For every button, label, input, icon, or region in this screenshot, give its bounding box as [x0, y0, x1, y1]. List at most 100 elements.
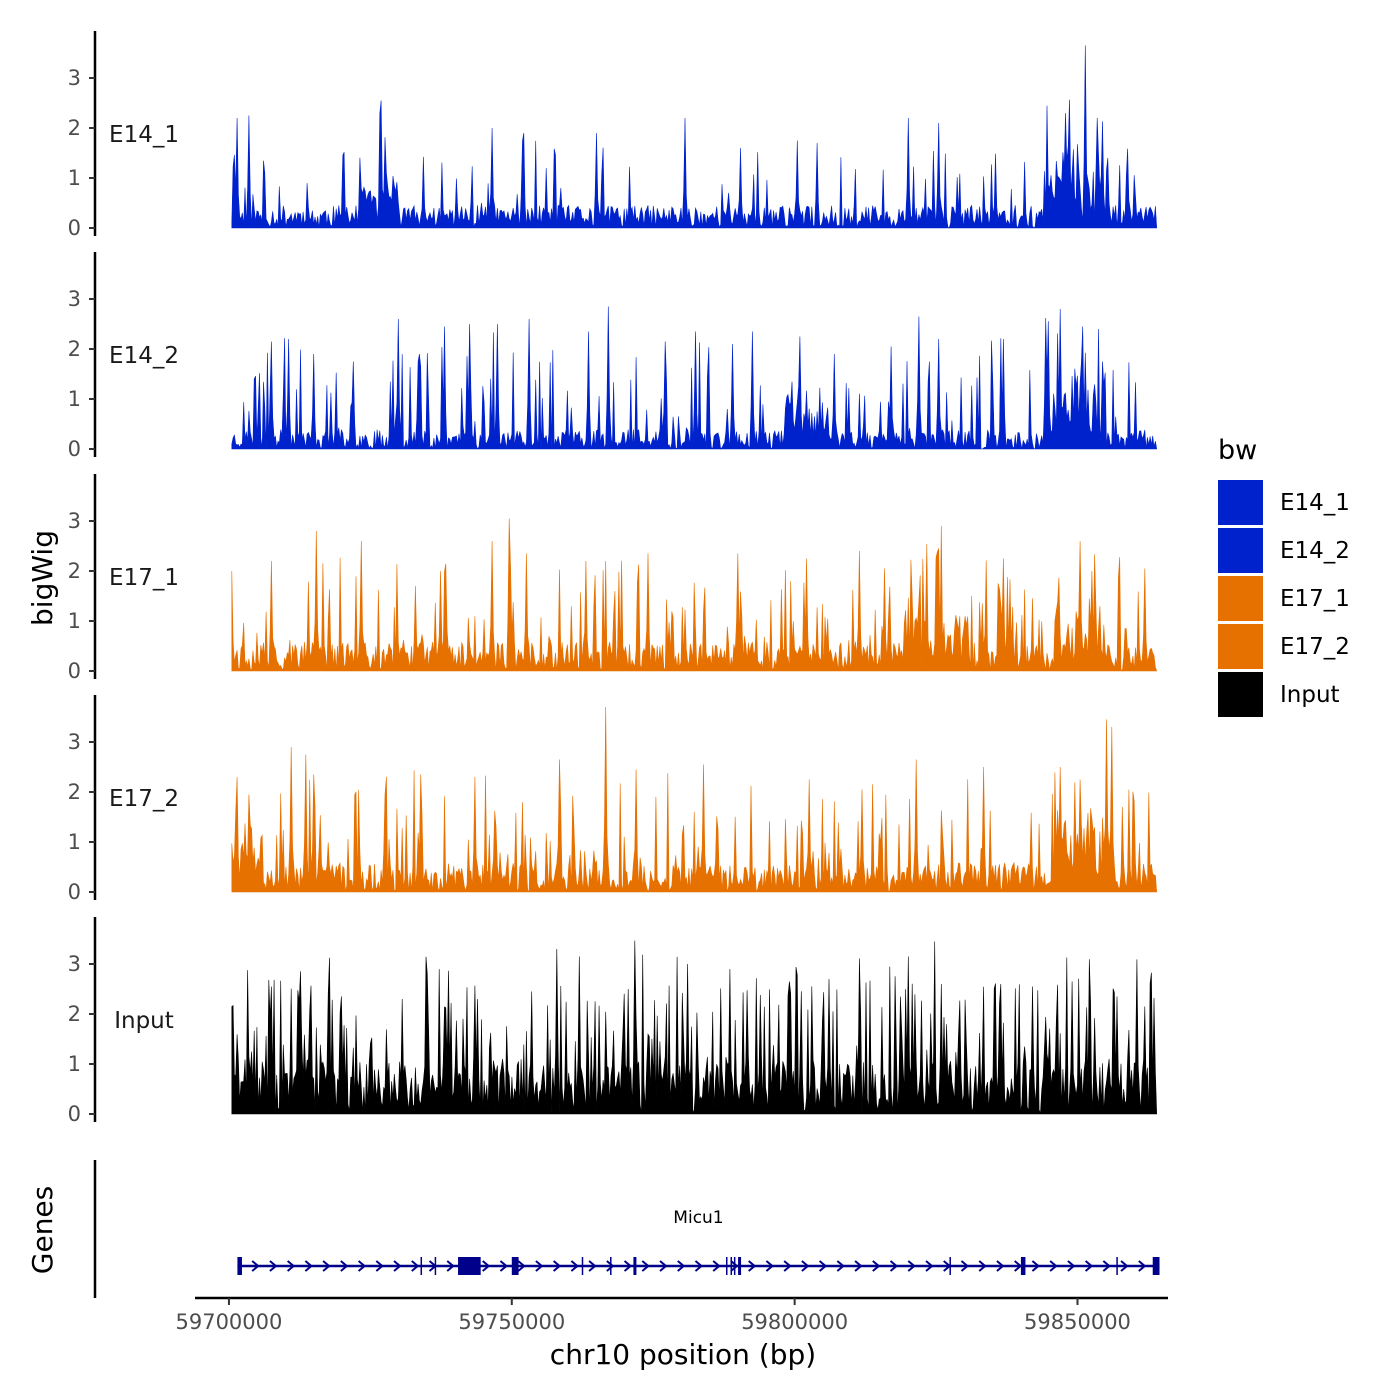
- legend-label: E14_2: [1280, 538, 1350, 564]
- y-tick-label: 3: [68, 952, 81, 976]
- track-e17-1: 0 1 2 3 E17_1: [68, 474, 1158, 683]
- signal-area: [231, 45, 1158, 229]
- legend-key-e17-1: [1218, 576, 1263, 621]
- y-tick-label: 2: [68, 116, 81, 140]
- strand-arrow: [251, 1260, 260, 1272]
- strand-arrow: [854, 1260, 863, 1272]
- track-label: E17_1: [109, 565, 179, 591]
- strand-arrow: [1084, 1260, 1094, 1272]
- x-tick-label: 59850000: [1024, 1310, 1131, 1334]
- strand-arrow: [801, 1260, 810, 1272]
- y-tick-label: 3: [68, 730, 81, 754]
- y-tick-label: 2: [68, 559, 81, 583]
- genes-axis-title: Genes: [26, 1186, 59, 1274]
- strand-arrow: [570, 1260, 579, 1272]
- track-input: 0 1 2 3 Input: [68, 917, 1158, 1126]
- strand-arrow: [960, 1260, 970, 1272]
- y-tick-label: 0: [68, 880, 81, 904]
- y-tick-label: 1: [68, 830, 81, 854]
- strand-arrow: [517, 1260, 526, 1272]
- strand-arrow: [340, 1260, 349, 1272]
- legend-label: E14_1: [1280, 490, 1350, 516]
- track-label: Input: [114, 1008, 174, 1034]
- strand-arrow: [677, 1260, 686, 1272]
- strand-arrow: [375, 1260, 384, 1272]
- strand-arrow: [1102, 1260, 1111, 1272]
- legend-key-e14-2: [1218, 528, 1263, 573]
- strand-arrow: [818, 1260, 828, 1272]
- strand-arrow: [411, 1260, 420, 1272]
- x-tick-label: 59750000: [458, 1310, 565, 1334]
- strand-arrow: [357, 1260, 367, 1272]
- track-label: E14_2: [109, 343, 179, 369]
- y-tick-label: 1: [68, 1052, 81, 1076]
- strand-arrow: [535, 1260, 544, 1272]
- strand-arrow: [836, 1260, 845, 1272]
- strand-arrow: [978, 1260, 987, 1272]
- strand-arrow: [730, 1260, 739, 1272]
- y-axis-title: bigWig: [26, 530, 59, 626]
- exon: [738, 1257, 742, 1275]
- signal-area: [231, 940, 1158, 1115]
- strand-arrow: [269, 1260, 278, 1272]
- y-tick-label: 2: [68, 337, 81, 361]
- strand-arrow: [1014, 1260, 1023, 1272]
- strand-arrow: [996, 1260, 1005, 1272]
- x-tick-label: 59700000: [175, 1310, 282, 1334]
- strand-arrow: [1049, 1260, 1058, 1272]
- y-tick-label: 0: [68, 216, 81, 240]
- y-tick-label: 0: [68, 659, 81, 683]
- strand-arrow: [482, 1260, 491, 1272]
- strand-arrow: [1120, 1260, 1129, 1272]
- y-tick-label: 0: [68, 437, 81, 461]
- strand-arrow: [446, 1260, 455, 1272]
- strand-arrow: [765, 1260, 774, 1272]
- y-tick-label: 1: [68, 609, 81, 633]
- track-e17-2: 0 1 2 3 E17_2: [68, 695, 1158, 904]
- x-axis: 59700000 59750000 59800000 59850000: [175, 1296, 1168, 1334]
- strand-arrow: [606, 1260, 615, 1272]
- track-label: E14_1: [109, 122, 179, 148]
- strand-arrow: [393, 1260, 402, 1272]
- strand-arrow: [304, 1260, 313, 1272]
- strand-arrow: [552, 1260, 562, 1272]
- strand-arrow: [659, 1260, 668, 1272]
- x-axis-title: chr10 position (bp): [550, 1338, 816, 1371]
- strand-arrow: [748, 1260, 757, 1272]
- strand-arrow: [925, 1260, 934, 1272]
- signal-area: [231, 706, 1158, 893]
- strand-arrow: [783, 1260, 792, 1272]
- y-tick-label: 1: [68, 387, 81, 411]
- strand-arrow: [694, 1260, 704, 1272]
- y-tick-label: 0: [68, 1102, 81, 1126]
- y-tick-label: 2: [68, 1002, 81, 1026]
- y-tick-label: 3: [68, 66, 81, 90]
- gene-track: Micu1: [93, 1160, 1160, 1298]
- gene-name-label: Micu1: [673, 1208, 723, 1228]
- strand-arrow: [588, 1260, 597, 1272]
- strand-arrow: [499, 1260, 508, 1272]
- strand-arrow: [1067, 1260, 1076, 1272]
- legend-key-e17-2: [1218, 624, 1263, 669]
- strand-arrow: [641, 1260, 650, 1272]
- track-e14-2: 0 1 2 3 E14_2: [68, 252, 1158, 461]
- strand-arrow: [322, 1260, 331, 1272]
- strand-arrow: [1138, 1260, 1147, 1272]
- strand-arrow: [623, 1260, 633, 1272]
- signal-area: [231, 518, 1158, 672]
- legend-key-e14-1: [1218, 480, 1263, 525]
- legend-key-input: [1218, 672, 1263, 717]
- exon: [1020, 1257, 1026, 1275]
- y-tick-label: 1: [68, 166, 81, 190]
- track-e14-1: 0 1 2 3 E14_1: [68, 31, 1158, 240]
- strand-arrow: [1031, 1260, 1040, 1272]
- exon: [458, 1257, 481, 1275]
- y-tick-label: 3: [68, 509, 81, 533]
- legend-title: bw: [1218, 435, 1257, 466]
- exon: [1152, 1257, 1160, 1275]
- strand-arrow: [712, 1260, 721, 1272]
- strand-arrow: [872, 1260, 881, 1272]
- strand-arrow: [286, 1260, 296, 1272]
- exon: [237, 1257, 242, 1275]
